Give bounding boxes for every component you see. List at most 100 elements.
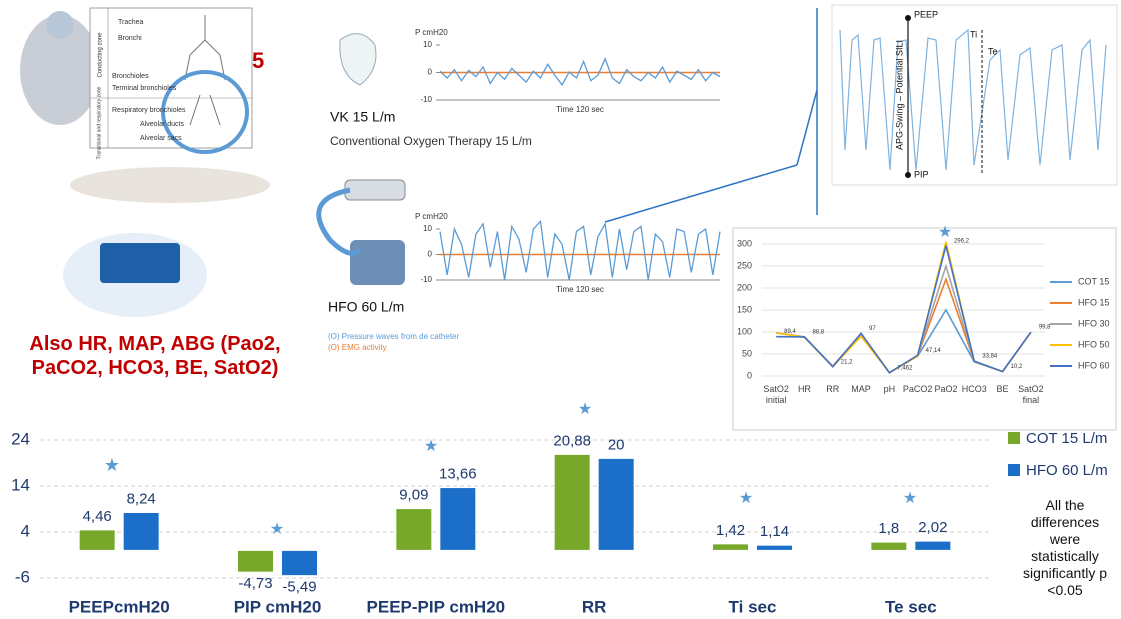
apg-label: APG-Swing – Potential SILI bbox=[894, 40, 904, 150]
value-label: 4,46 bbox=[83, 508, 112, 525]
value-label: 33,84 bbox=[982, 354, 998, 360]
x-tick-label: SatO2 final bbox=[1018, 384, 1044, 405]
x-axis-label: Time 120 sec bbox=[556, 285, 604, 294]
patient-illustration bbox=[70, 167, 270, 203]
anatomy-label: Transitional and respiratory zone bbox=[96, 86, 102, 159]
value-label: 1,14 bbox=[760, 523, 789, 540]
apg-trace bbox=[839, 28, 1107, 171]
value-label: 20,88 bbox=[553, 432, 591, 449]
x-tick-label: pH bbox=[883, 384, 896, 394]
value-label: 1,8 bbox=[878, 520, 899, 537]
legend-label: HFO 60 L/m bbox=[1026, 462, 1108, 479]
value-label: 10,2 bbox=[1011, 364, 1023, 370]
hfo-tube bbox=[316, 187, 362, 256]
bar bbox=[78, 529, 116, 551]
y-tick-label: -10 bbox=[420, 275, 432, 284]
star: ★ bbox=[938, 224, 952, 241]
legend-label: COT 15 L/m bbox=[1026, 430, 1107, 447]
pressure-trace bbox=[439, 57, 721, 87]
value-label: 1,42 bbox=[716, 522, 745, 539]
doctor-head bbox=[46, 11, 74, 39]
anatomy-label: Conducting zone bbox=[98, 32, 104, 78]
value-label: 47,14 bbox=[926, 348, 942, 354]
y-tick-label: 150 bbox=[737, 304, 752, 314]
value-label: 20 bbox=[608, 436, 625, 453]
x-tick-label: PIP cmH20 bbox=[234, 597, 322, 616]
x-tick-label: PaCO2 bbox=[902, 384, 933, 394]
y-tick-label: 50 bbox=[742, 348, 752, 358]
pressure-trace bbox=[439, 219, 721, 281]
value-label: 8,24 bbox=[127, 490, 156, 507]
star: ★ bbox=[424, 438, 438, 455]
anatomy-label: Terminal bronchioles bbox=[112, 85, 177, 92]
value-label: 88,8 bbox=[812, 330, 824, 336]
y-tick-label: 24 bbox=[11, 429, 30, 448]
star: ★ bbox=[104, 455, 120, 475]
legend-text: (O) Pressure waves from de catheter bbox=[328, 332, 459, 341]
hfo-device bbox=[344, 179, 406, 201]
bar bbox=[756, 544, 793, 551]
device-caption: Conventional Oxygen Therapy 15 L/m bbox=[330, 134, 532, 148]
value-label: -5,49 bbox=[282, 579, 316, 596]
star: ★ bbox=[270, 521, 284, 538]
airway-tree bbox=[184, 15, 226, 126]
y-tick-label: 300 bbox=[737, 238, 752, 248]
anatomy-label: Alveolar sacs bbox=[140, 135, 182, 142]
anatomy-label: Respiratory bronchioles bbox=[112, 107, 186, 114]
apg-label: PIP bbox=[914, 169, 929, 179]
legend-swatch bbox=[1008, 432, 1020, 444]
star: ★ bbox=[739, 490, 753, 507]
annotation: All the differences were statistically s… bbox=[1022, 497, 1108, 598]
star: ★ bbox=[578, 401, 592, 418]
value-label: 7,462 bbox=[897, 365, 913, 371]
y-tick-label: -10 bbox=[420, 95, 432, 104]
value-label: 13,66 bbox=[439, 466, 477, 483]
legend-label: HFO 30 bbox=[1078, 318, 1110, 328]
x-tick-label: RR bbox=[582, 597, 607, 616]
value-label: 9,09 bbox=[399, 487, 428, 504]
anatomy-label: Bronchi bbox=[118, 35, 142, 42]
bar bbox=[553, 453, 591, 551]
highlight-circle bbox=[161, 70, 249, 154]
x-tick-label: SatO2 initial bbox=[763, 384, 789, 405]
significance-stars: ★ ★ ★ ★ ★ ★ ★ bbox=[104, 224, 952, 538]
y-tick-label: 10 bbox=[423, 224, 432, 233]
connector bbox=[604, 164, 798, 223]
apg-label: PEEP bbox=[914, 9, 938, 19]
x-tick-label: HR bbox=[797, 384, 811, 394]
apg-dot bbox=[905, 15, 911, 21]
bar bbox=[237, 549, 274, 573]
legend-label: HFO 50 bbox=[1078, 339, 1110, 349]
x-tick-label: MAP bbox=[851, 384, 871, 394]
x-tick-label: BE bbox=[996, 384, 1009, 394]
x-tick-label: RR bbox=[826, 384, 840, 394]
x-tick-label: Ti sec bbox=[729, 597, 777, 616]
value-label: -4,73 bbox=[238, 575, 272, 592]
y-tick-label: 10 bbox=[423, 40, 432, 49]
series-line bbox=[776, 245, 1032, 374]
x-tick-label: PaO2 bbox=[934, 384, 958, 394]
y-tick-label: 250 bbox=[737, 260, 752, 270]
bar bbox=[122, 511, 160, 551]
apg-label: Te bbox=[988, 46, 998, 56]
legend-label: COT 15 bbox=[1078, 276, 1109, 286]
bar bbox=[439, 487, 477, 551]
apg-label: Ti bbox=[970, 29, 977, 39]
y-tick-label: 0 bbox=[428, 250, 433, 259]
y-tick-label: 14 bbox=[11, 475, 30, 494]
x-tick-label: PEEPcmH20 bbox=[69, 597, 170, 616]
number-label: 5 bbox=[252, 48, 264, 73]
legend-swatch bbox=[1008, 464, 1020, 476]
bar bbox=[395, 508, 433, 551]
x-tick-label: Te sec bbox=[885, 597, 937, 616]
y-tick-label: 4 bbox=[21, 521, 30, 540]
bar bbox=[870, 541, 908, 551]
apg-dot bbox=[905, 172, 911, 178]
connector bbox=[796, 89, 818, 166]
legend-label: HFO 60 bbox=[1078, 360, 1110, 370]
device-label: HFO 60 L/m bbox=[328, 299, 404, 315]
y-tick-label: 100 bbox=[737, 326, 752, 336]
bar bbox=[597, 457, 635, 551]
value-label: 89,4 bbox=[784, 329, 796, 335]
